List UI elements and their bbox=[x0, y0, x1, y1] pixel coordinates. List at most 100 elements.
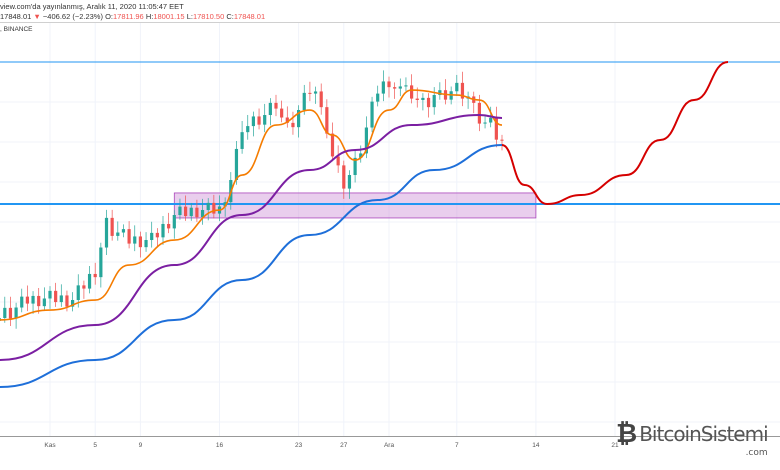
open-label: O: bbox=[105, 12, 113, 21]
candle-body bbox=[483, 122, 487, 124]
support-zone bbox=[173, 192, 537, 219]
x-tick-label: 21 bbox=[611, 442, 619, 449]
candle-body bbox=[71, 300, 75, 307]
candle-body bbox=[104, 217, 109, 248]
candle-body bbox=[31, 295, 35, 304]
candle-body bbox=[54, 290, 58, 303]
candle-body bbox=[25, 296, 29, 304]
ohlc-readout: 17848.01 ▼ −406.62 (−2.23%) O:17811.96 H… bbox=[0, 12, 265, 21]
candle-body bbox=[404, 85, 408, 87]
candle-body bbox=[138, 236, 142, 248]
candle-body bbox=[116, 232, 120, 236]
watermark-tld: .com bbox=[745, 448, 768, 458]
candle-body bbox=[82, 285, 86, 289]
candle-body bbox=[37, 295, 41, 307]
candle-body bbox=[133, 236, 137, 244]
candle-body bbox=[206, 202, 210, 211]
low-value: 17810.50 bbox=[192, 12, 225, 21]
candle-body bbox=[381, 81, 385, 94]
watermark-brand-row: ₿ BitcoinSistemi bbox=[616, 419, 769, 449]
candle-body bbox=[500, 139, 504, 141]
candle-body bbox=[65, 295, 69, 307]
candle-body bbox=[415, 98, 419, 101]
candle-body bbox=[268, 102, 272, 116]
candle-body bbox=[234, 148, 239, 181]
candle-body bbox=[59, 295, 63, 303]
low-label: L: bbox=[186, 12, 193, 21]
x-tick-label: 16 bbox=[216, 442, 224, 449]
candle-body bbox=[353, 157, 357, 176]
last-price: 17848.01 bbox=[0, 12, 32, 21]
watermark-brand: BitcoinSistemi bbox=[639, 422, 768, 446]
forecast-line bbox=[501, 61, 729, 205]
x-tick-label: 7 bbox=[455, 442, 459, 449]
candle-body bbox=[257, 116, 261, 125]
candle-body bbox=[240, 132, 244, 149]
candle-body bbox=[313, 91, 318, 94]
publish-info: view.com'da yayınlanmış, Aralık 11, 2020… bbox=[0, 2, 184, 11]
candle-body bbox=[291, 122, 295, 128]
candle-body bbox=[150, 232, 154, 241]
x-tick-label: Ara bbox=[384, 442, 395, 449]
candle-body bbox=[144, 240, 148, 248]
candle-body bbox=[20, 296, 24, 308]
candle-body bbox=[172, 215, 176, 229]
candle-body bbox=[460, 82, 465, 99]
down-arrow-icon: ▼ bbox=[33, 12, 41, 21]
x-tick-label: 23 bbox=[295, 442, 303, 449]
close-label: C: bbox=[226, 12, 234, 21]
candle-body bbox=[477, 102, 481, 124]
high-label: H: bbox=[145, 12, 154, 21]
candle-body bbox=[42, 298, 46, 307]
candle-body bbox=[325, 107, 329, 134]
candle-body bbox=[393, 87, 397, 89]
candle-body bbox=[336, 156, 340, 166]
candle-body bbox=[489, 117, 493, 123]
candle-body bbox=[178, 206, 182, 216]
candle-body bbox=[342, 165, 346, 189]
candle-body bbox=[3, 307, 7, 318]
x-tick-label: 5 bbox=[93, 442, 97, 449]
candle-body bbox=[251, 116, 255, 127]
candle-body bbox=[398, 86, 402, 89]
candle-body bbox=[297, 110, 301, 128]
candle-body bbox=[432, 95, 436, 108]
ma-mid-line bbox=[0, 114, 503, 362]
candle-body bbox=[376, 93, 380, 102]
candle-body bbox=[330, 133, 335, 157]
candle-body bbox=[263, 115, 267, 125]
price-change: −406.62 (−2.23%) bbox=[42, 12, 103, 21]
open-value: 17811.96 bbox=[112, 12, 144, 21]
candle-body bbox=[455, 82, 459, 92]
candle-body bbox=[76, 285, 80, 301]
candle-body bbox=[110, 217, 114, 236]
x-tick-label: 14 bbox=[532, 442, 540, 449]
candle-body bbox=[438, 90, 442, 96]
ma-fast-line bbox=[0, 89, 503, 321]
candle-body bbox=[48, 290, 52, 299]
candle-body bbox=[195, 207, 199, 218]
candle-body bbox=[99, 247, 103, 278]
candle-body bbox=[302, 92, 306, 111]
bitcoinsistemi-watermark: ₿ BitcoinSistemi .com bbox=[616, 419, 769, 459]
candle-body bbox=[246, 126, 250, 133]
candle-body bbox=[8, 307, 13, 319]
candle-body bbox=[274, 102, 278, 109]
candle-body bbox=[280, 108, 284, 118]
x-tick-label: 9 bbox=[139, 442, 143, 449]
candle-body bbox=[167, 223, 171, 229]
candle-body bbox=[155, 232, 159, 238]
candle-body bbox=[189, 207, 193, 217]
bitcoin-logo-icon: ₿ bbox=[616, 419, 638, 449]
candle-body bbox=[161, 223, 165, 238]
candle-body bbox=[359, 153, 363, 158]
candle-body bbox=[308, 92, 312, 94]
candle-body bbox=[426, 97, 431, 108]
candle-body bbox=[387, 81, 391, 88]
candle-body bbox=[370, 101, 374, 128]
candle-body bbox=[200, 210, 205, 218]
x-tick-label: Kas bbox=[44, 442, 56, 449]
close-value: 17848.01 bbox=[233, 12, 266, 21]
candle-body bbox=[127, 229, 131, 244]
